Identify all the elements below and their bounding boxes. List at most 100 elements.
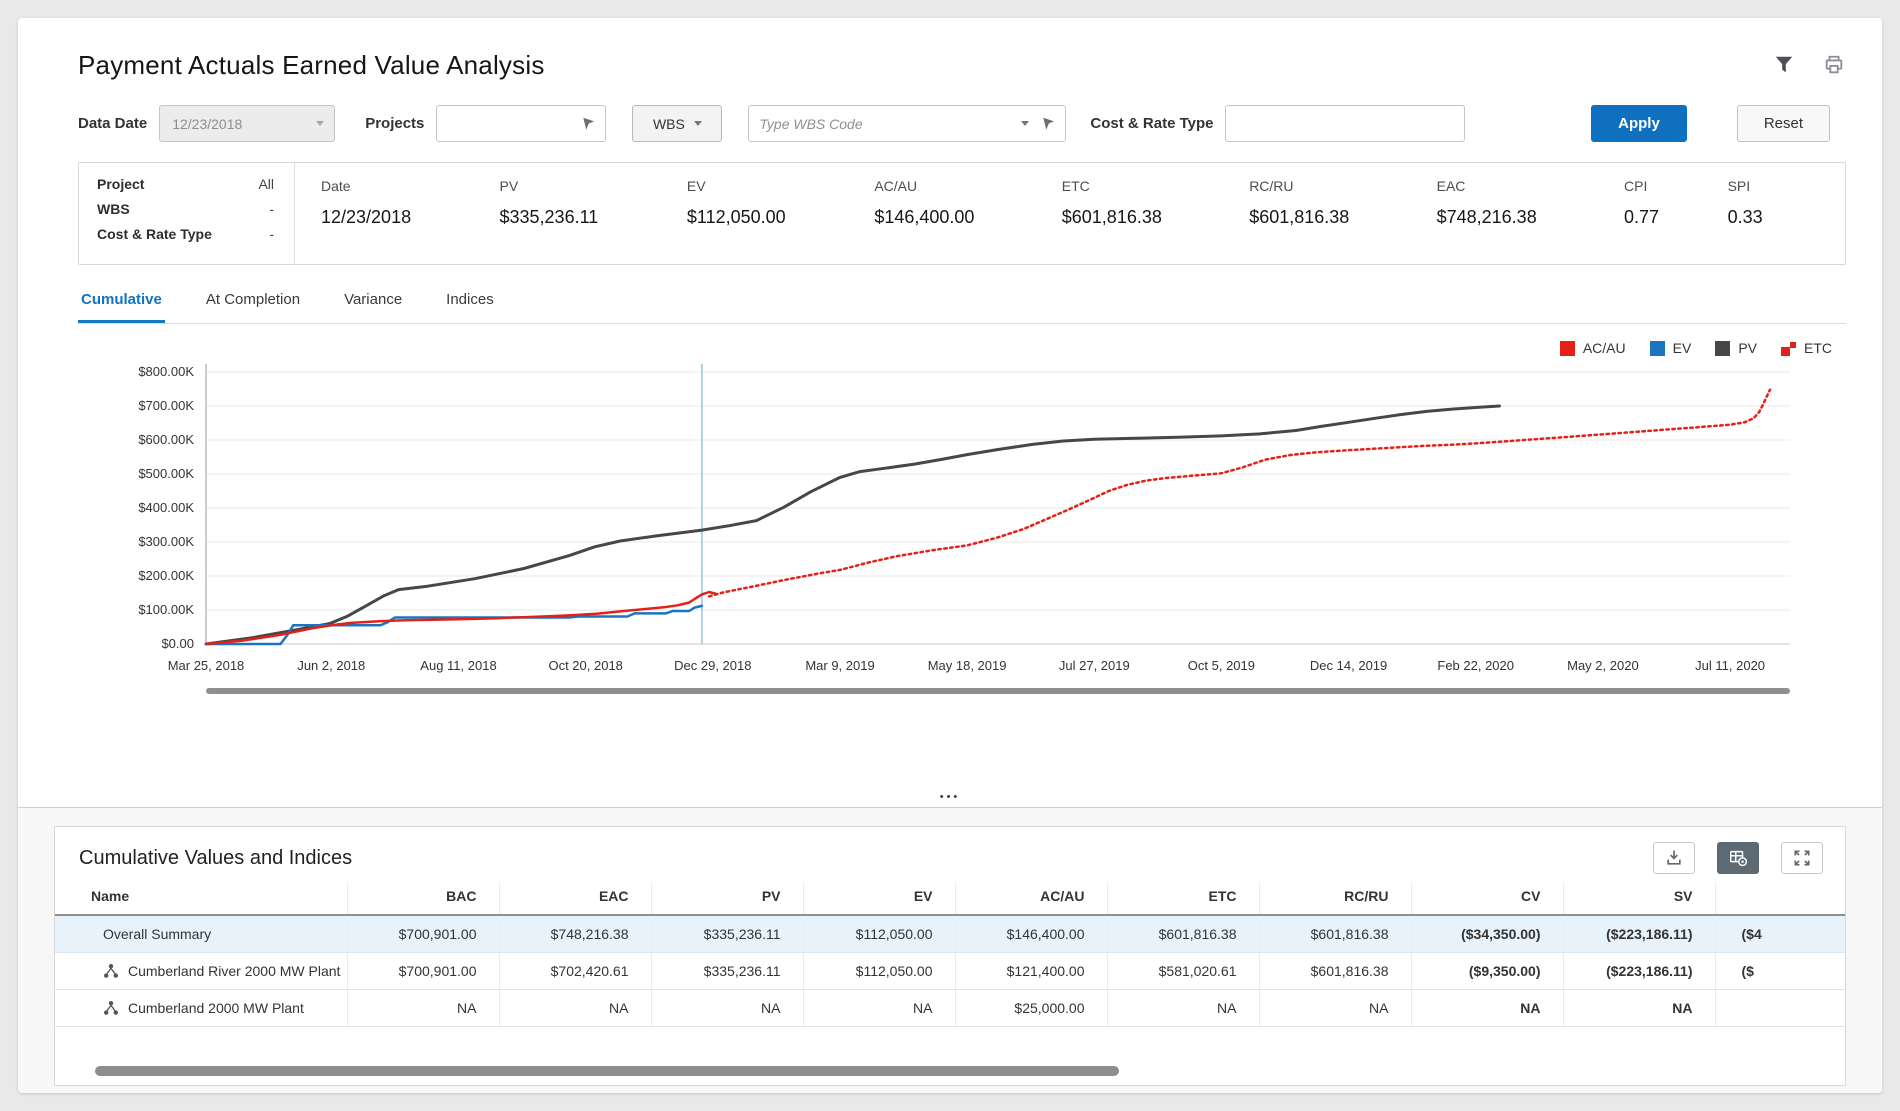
- column-header-pv[interactable]: PV: [650, 882, 803, 916]
- summary-panel: Project All WBS - Cost & Rate Type - Date 12/2…: [78, 162, 1846, 265]
- x-axis-tick-label: Mar 25, 2018: [168, 658, 245, 673]
- pane-splitter[interactable]: •••: [18, 791, 1882, 808]
- summary-metric-eac: EAC $748,216.38: [1437, 178, 1624, 264]
- projects-input[interactable]: [437, 106, 606, 141]
- metric-label: EV: [686, 178, 706, 194]
- wbs-code-input[interactable]: [749, 106, 1066, 141]
- filter-funnel-icon[interactable]: [1772, 54, 1796, 76]
- row-value-cell: NA: [346, 989, 499, 1027]
- wbs-icon: [103, 963, 119, 979]
- table-settings-button[interactable]: [1717, 842, 1759, 874]
- scrollbar-thumb[interactable]: [95, 1066, 1120, 1076]
- cost-rate-type-inputbox: [1225, 105, 1466, 142]
- legend-item-etc[interactable]: ETC: [1781, 340, 1832, 356]
- bottom-section: Cumulative Values and Indices: [18, 808, 1882, 1093]
- summary-metric-pv: PV $335,236.11: [500, 178, 687, 264]
- column-header-ev[interactable]: EV: [802, 882, 955, 916]
- metric-value: 0.77: [1624, 207, 1660, 227]
- table-toolbar: [1653, 842, 1823, 874]
- legend-swatch: [1649, 340, 1665, 356]
- row-value-cell: $112,050.00: [802, 952, 955, 990]
- summary-scope-row: Cost & Rate Type -: [97, 226, 274, 242]
- row-value-cell: NA: [1106, 989, 1259, 1027]
- row-name-cell: Cumberland 2000 MW Plant: [55, 989, 347, 1027]
- row-value-cell: NA: [650, 989, 803, 1027]
- row-value-cell: $702,420.61: [498, 952, 651, 990]
- x-axis-tick-label: Oct 20, 2018: [548, 658, 622, 673]
- row-value-cell: ($9,350.00): [1410, 952, 1563, 990]
- column-header-sv[interactable]: SV: [1562, 882, 1715, 916]
- reset-button[interactable]: Reset: [1736, 105, 1830, 142]
- print-icon[interactable]: [1822, 54, 1846, 76]
- summary-metric-etc: ETC $601,816.38: [1062, 178, 1249, 264]
- expand-button[interactable]: [1781, 842, 1823, 874]
- column-header-eac[interactable]: EAC: [498, 882, 651, 916]
- apply-button[interactable]: Apply: [1591, 105, 1687, 142]
- legend-item-pv[interactable]: PV: [1715, 340, 1757, 356]
- filter-bar: Data Date 12/23/2018 Projects WBS Cost &…: [78, 105, 1846, 142]
- tab-at-completion[interactable]: At Completion: [205, 291, 301, 308]
- page-header: Payment Actuals Earned Value Analysis: [18, 18, 1882, 81]
- column-header-cv[interactable]: CV: [1410, 882, 1563, 916]
- scope-label: Project: [97, 176, 145, 192]
- splitter-handle-dots[interactable]: •••: [929, 791, 971, 803]
- cost-rate-type-input[interactable]: [1226, 106, 1465, 141]
- legend-label: EV: [1672, 340, 1692, 356]
- row-value-cell: ($34,350.00): [1410, 915, 1563, 953]
- metric-value: 12/23/2018: [321, 207, 412, 227]
- legend-label: PV: [1738, 340, 1757, 356]
- legend-label: AC/AU: [1582, 340, 1626, 356]
- summary-metric-acau: AC/AU $146,400.00: [874, 178, 1061, 264]
- y-axis-tick-label: $300.00K: [138, 534, 194, 549]
- scope-value: All: [258, 176, 274, 192]
- row-value-cell: NA: [498, 989, 651, 1027]
- table-row[interactable]: Cumberland River 2000 MW Plant $700,901.0…: [55, 952, 1845, 990]
- series-acau: [204, 590, 718, 646]
- summary-scope-row: WBS -: [97, 201, 274, 217]
- data-date-select[interactable]: 12/23/2018: [159, 105, 336, 142]
- legend-label: ETC: [1804, 340, 1832, 356]
- tab-indices[interactable]: Indices: [446, 291, 494, 308]
- metric-value: $146,400.00: [874, 207, 975, 227]
- column-header-clipped[interactable]: [1714, 882, 1845, 916]
- scope-value: -: [269, 226, 274, 242]
- table-row[interactable]: Cumberland 2000 MW Plant NA NA NA NA $25,000.…: [55, 989, 1845, 1027]
- tab-cumulative[interactable]: Cumulative: [78, 283, 165, 323]
- chart-scrollbar[interactable]: [206, 688, 1790, 694]
- column-header-rcru[interactable]: RC/RU: [1258, 882, 1411, 916]
- metric-value: $748,216.38: [1436, 207, 1537, 227]
- legend-item-ev[interactable]: EV: [1649, 340, 1692, 356]
- row-value-cell: $581,020.61: [1106, 952, 1259, 990]
- chevron-down-icon[interactable]: [1021, 121, 1030, 126]
- row-value-cell: $146,400.00: [954, 915, 1107, 953]
- x-axis-tick-label: May 2, 2020: [1567, 658, 1639, 673]
- row-name: Cumberland 2000 MW Plant: [128, 1000, 304, 1016]
- row-name: Cumberland River 2000 MW Plant: [128, 963, 341, 979]
- ev-chart: $800.00K $700.00K $600.00K $500.00K $400.00K…: [138, 364, 1790, 694]
- row-value-cell: $700,901.00: [346, 915, 499, 953]
- column-header-name[interactable]: Name: [55, 882, 347, 916]
- summary-metric-rcru: RC/RU $601,816.38: [1249, 178, 1436, 264]
- series-etc: [707, 388, 1772, 598]
- row-name-cell: Cumberland River 2000 MW Plant: [55, 952, 347, 990]
- table-header: Name BAC EAC PV EV AC/AU ETC RC/RU CV SV: [55, 882, 1845, 916]
- picker-icon[interactable]: [581, 116, 597, 132]
- metric-value: $335,236.11: [499, 207, 599, 227]
- column-header-bac[interactable]: BAC: [346, 882, 499, 916]
- y-axis-tick-label: $100.00K: [138, 602, 194, 617]
- table-head: Cumulative Values and Indices: [55, 827, 1845, 882]
- summary-metric-date: Date 12/23/2018: [321, 178, 500, 264]
- legend-item-acau[interactable]: AC/AU: [1559, 340, 1626, 356]
- chart-legend: AC/AU EV PV ETC: [18, 340, 1832, 356]
- metric-label: Date: [321, 178, 351, 194]
- wbs-dropdown-button[interactable]: WBS: [632, 105, 723, 142]
- table-row[interactable]: Overall Summary $700,901.00 $748,216.38 $33…: [55, 915, 1845, 953]
- table-header-row: Name BAC EAC PV EV AC/AU ETC RC/RU CV SV: [55, 882, 1845, 916]
- metric-label: EAC: [1436, 178, 1466, 194]
- picker-icon[interactable]: [1041, 116, 1057, 132]
- column-header-etc[interactable]: ETC: [1106, 882, 1259, 916]
- download-button[interactable]: [1653, 842, 1695, 874]
- row-value-cell: $121,400.00: [954, 952, 1107, 990]
- column-header-acau[interactable]: AC/AU: [954, 882, 1107, 916]
- tab-variance[interactable]: Variance: [344, 291, 403, 308]
